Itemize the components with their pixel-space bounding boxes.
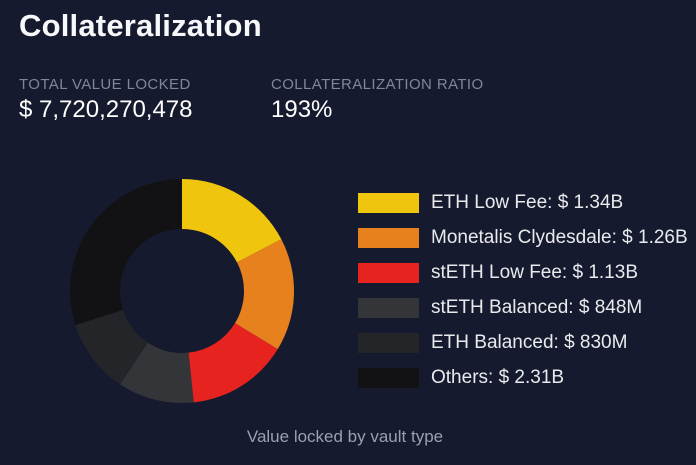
legend-swatch <box>358 263 419 283</box>
chart-legend: ETH Low Fee: $ 1.34B Monetalis Clydesdal… <box>358 193 688 403</box>
legend-label: Monetalis Clydesdale: $ 1.26B <box>431 227 688 248</box>
legend-item-others[interactable]: Others: $ 2.31B <box>358 368 688 388</box>
legend-label: ETH Low Fee: $ 1.34B <box>431 192 624 213</box>
legend-label: stETH Low Fee: $ 1.13B <box>431 262 638 283</box>
donut-slice-monetalis-clydesdale[interactable] <box>234 239 294 350</box>
collateralization-ratio-value: 193% <box>271 96 333 123</box>
legend-label: Others: $ 2.31B <box>431 367 565 388</box>
collateralization-ratio-label: COLLATERALIZATION RATIO <box>271 76 484 93</box>
legend-item-eth-balanced[interactable]: ETH Balanced: $ 830M <box>358 333 688 353</box>
stat-collateralization-ratio: COLLATERALIZATION RATIO 193% <box>271 76 484 124</box>
legend-item-steth-balanced[interactable]: stETH Balanced: $ 848M <box>358 298 688 318</box>
legend-swatch <box>358 368 419 388</box>
stat-total-value-locked: TOTAL VALUE LOCKED $ 7,720,270,478 <box>19 76 193 124</box>
donut-slice-eth-low-fee[interactable] <box>182 179 282 263</box>
page-title: Collateralization <box>19 8 262 43</box>
legend-label: ETH Balanced: $ 830M <box>431 332 628 353</box>
legend-swatch <box>358 193 419 213</box>
donut-slice-eth-balanced[interactable] <box>75 309 148 385</box>
legend-item-eth-low-fee[interactable]: ETH Low Fee: $ 1.34B <box>358 193 688 213</box>
legend-label: stETH Balanced: $ 848M <box>431 297 643 318</box>
chart-caption: Value locked by vault type <box>246 427 444 446</box>
donut-slice-steth-balanced[interactable] <box>120 342 194 403</box>
legend-item-monetalis-clydesdale[interactable]: Monetalis Clydesdale: $ 1.26B <box>358 228 688 248</box>
donut-chart <box>70 179 294 403</box>
legend-swatch <box>358 298 419 318</box>
legend-swatch <box>358 333 419 353</box>
donut-slice-others[interactable] <box>70 179 182 326</box>
total-value-locked-label: TOTAL VALUE LOCKED <box>19 76 191 93</box>
legend-item-steth-low-fee[interactable]: stETH Low Fee: $ 1.13B <box>358 263 688 283</box>
total-value-locked-value: $ 7,720,270,478 <box>19 96 193 123</box>
legend-swatch <box>358 228 419 248</box>
donut-slice-steth-low-fee[interactable] <box>188 323 278 403</box>
